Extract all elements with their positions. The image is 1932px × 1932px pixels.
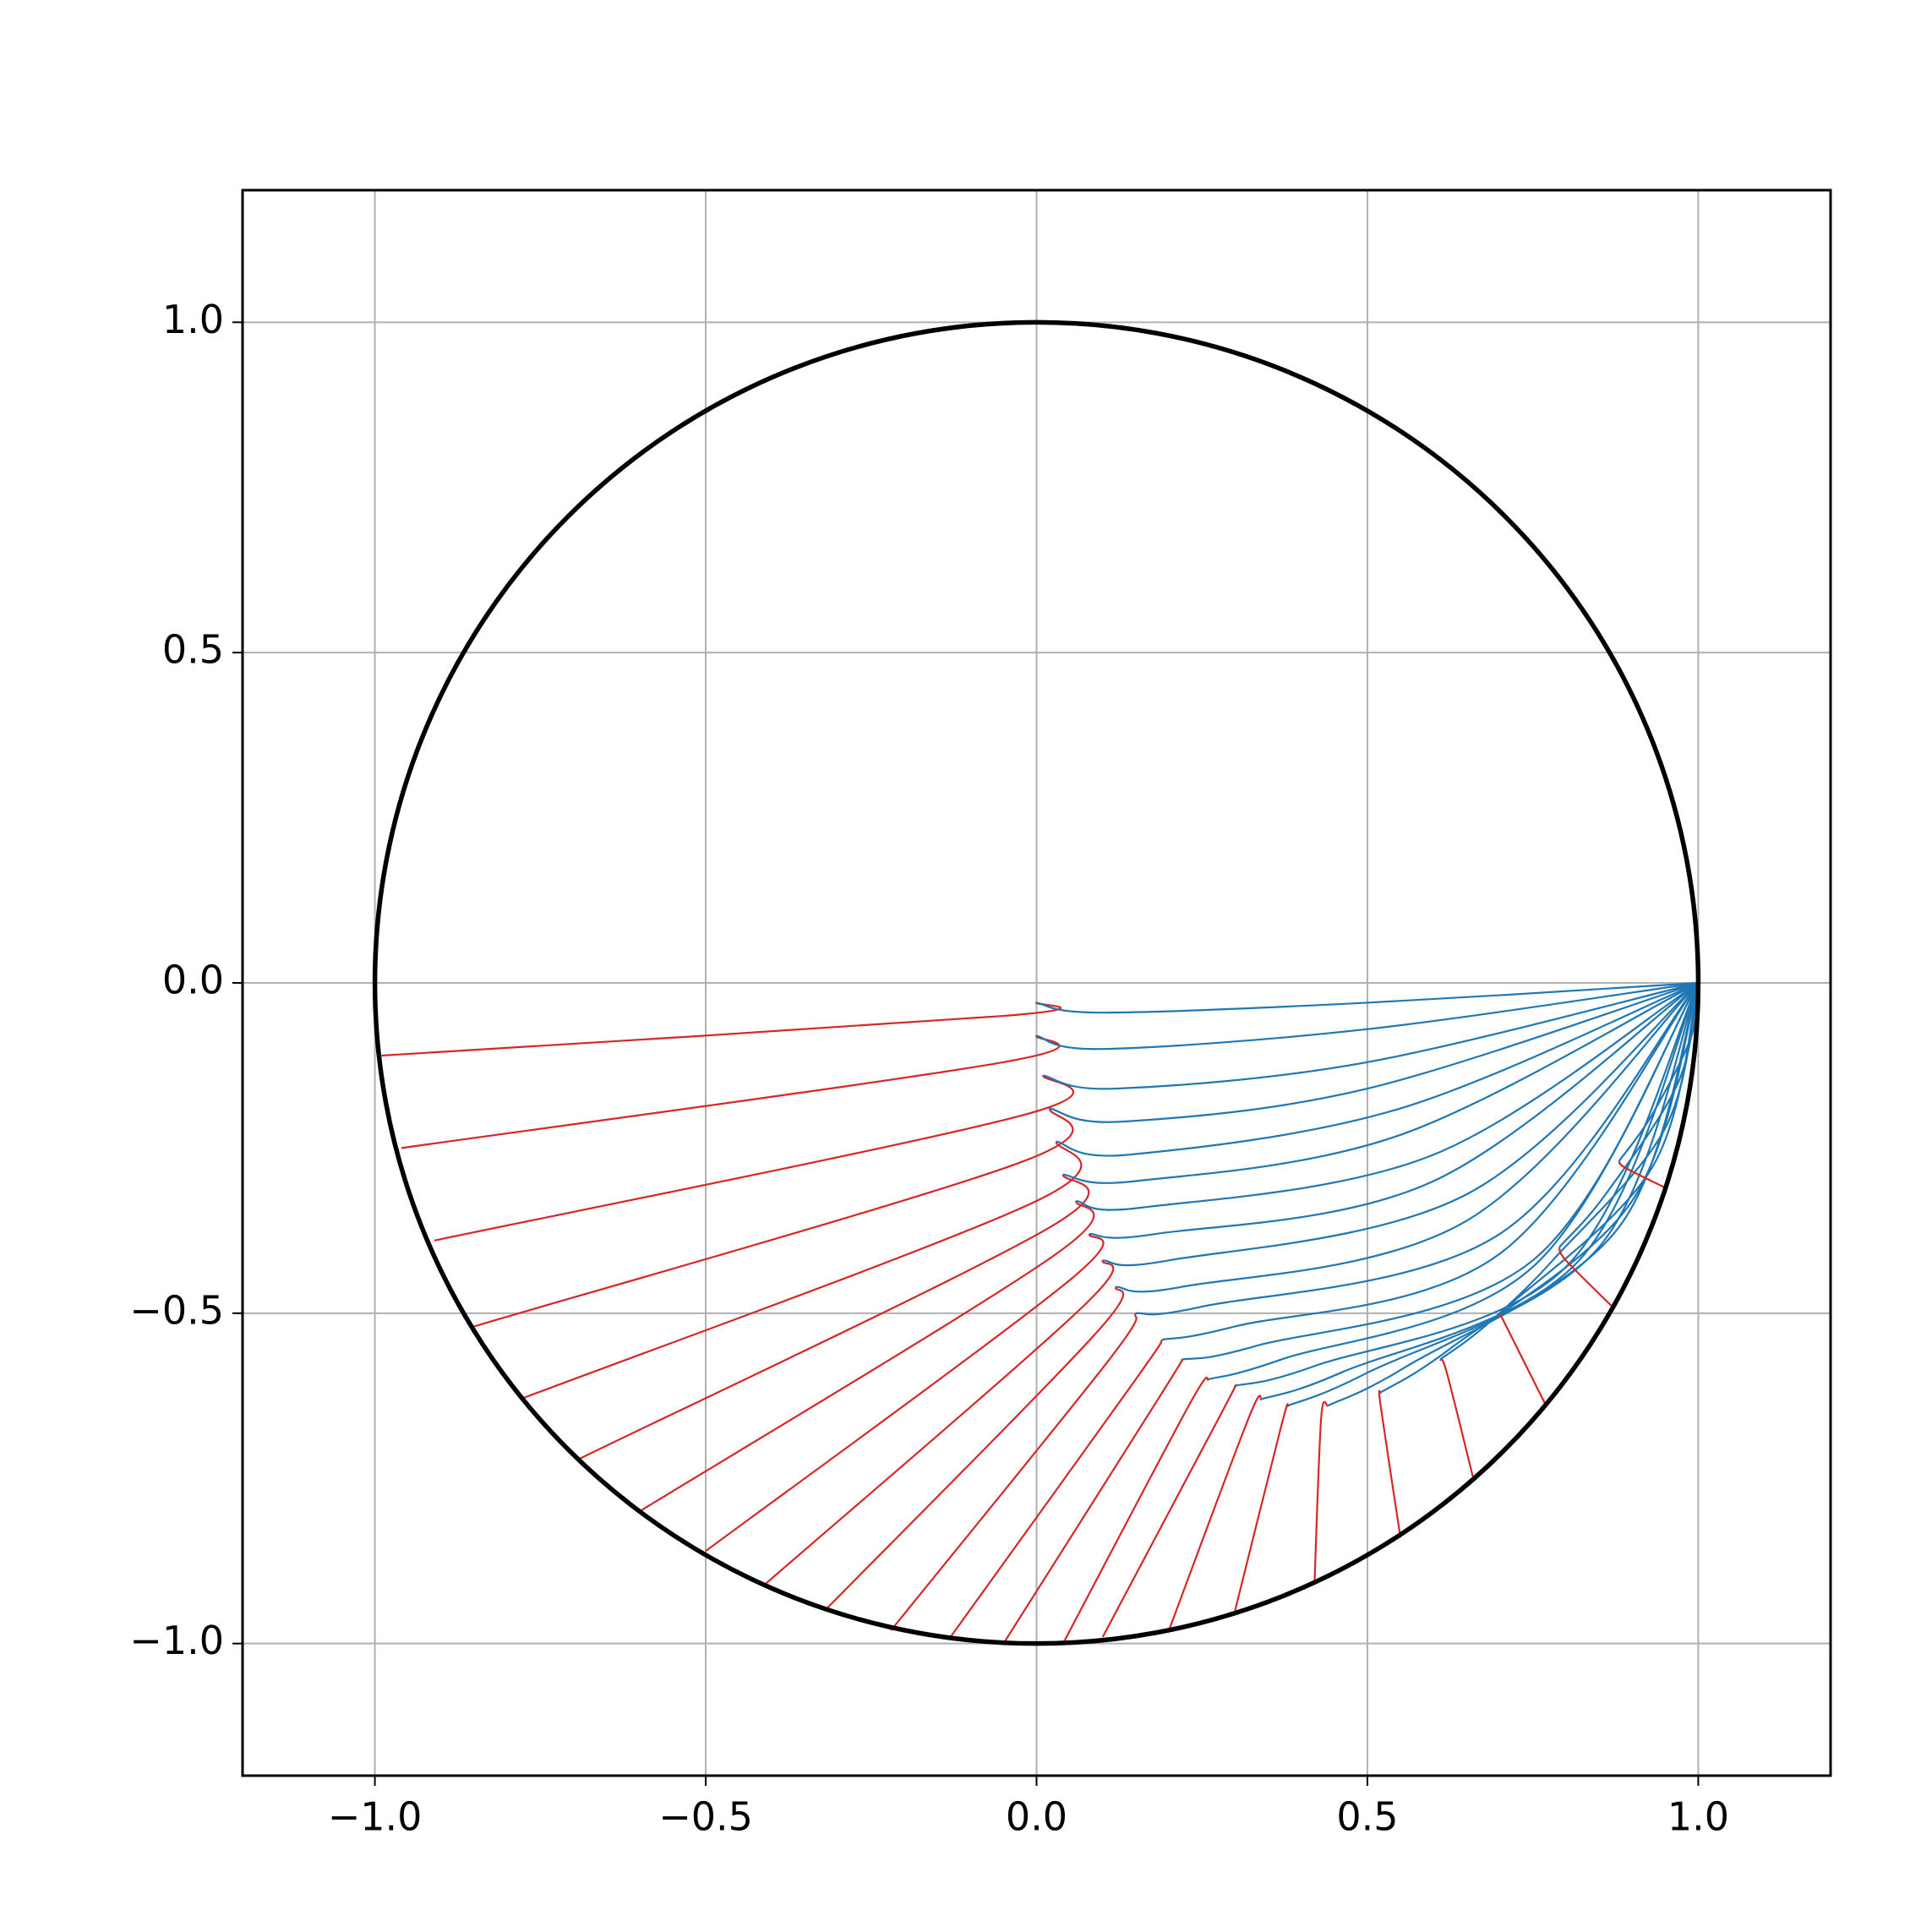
curve [1056, 981, 1699, 1157]
y-tick-label: 1.0 [162, 297, 224, 342]
curve [705, 1233, 1105, 1553]
curve [1558, 1247, 1613, 1307]
curve [824, 1286, 1125, 1612]
curve [764, 1259, 1115, 1585]
curve [1378, 1389, 1402, 1538]
curve [1208, 982, 1700, 1381]
curve [1234, 1403, 1290, 1611]
y-tick-label: −1.0 [129, 1618, 224, 1663]
curve [949, 1339, 1164, 1638]
curve [1062, 982, 1699, 1184]
y-tick-label: 0.5 [162, 627, 224, 673]
curve [1076, 982, 1700, 1211]
curve [890, 1313, 1138, 1631]
x-tick-label: 1.0 [1667, 1794, 1729, 1840]
curve [1498, 1313, 1547, 1406]
curve [1135, 982, 1700, 1316]
plot-frame [241, 188, 1832, 1777]
y-tick-label: −0.5 [129, 1287, 224, 1333]
curve [1116, 982, 1700, 1293]
curve [1162, 982, 1700, 1341]
curve [579, 1174, 1090, 1460]
curve [1558, 982, 1700, 1248]
curve [1380, 982, 1700, 1394]
curve [401, 1034, 1061, 1149]
curve [381, 1001, 1062, 1057]
curve [1168, 1394, 1263, 1631]
circle [372, 319, 1701, 1646]
curve [1043, 981, 1699, 1090]
x-tick-label: −0.5 [658, 1794, 753, 1840]
curve [1327, 982, 1700, 1407]
curve [1036, 981, 1699, 1051]
y-tick-label: 0.0 [162, 958, 224, 1003]
x-tick-label: 0.5 [1336, 1794, 1398, 1840]
curve [1102, 982, 1700, 1267]
curve [1062, 1376, 1209, 1645]
curve [520, 1141, 1083, 1400]
curve [1313, 1400, 1329, 1585]
curve [1049, 981, 1699, 1123]
curve [639, 1200, 1095, 1513]
curve [1618, 1160, 1666, 1189]
curve [1089, 982, 1700, 1239]
curve [1036, 981, 1699, 1014]
x-tick-label: −1.0 [328, 1794, 423, 1840]
curve [473, 1108, 1074, 1328]
x-tick-label: 0.0 [1006, 1794, 1067, 1840]
